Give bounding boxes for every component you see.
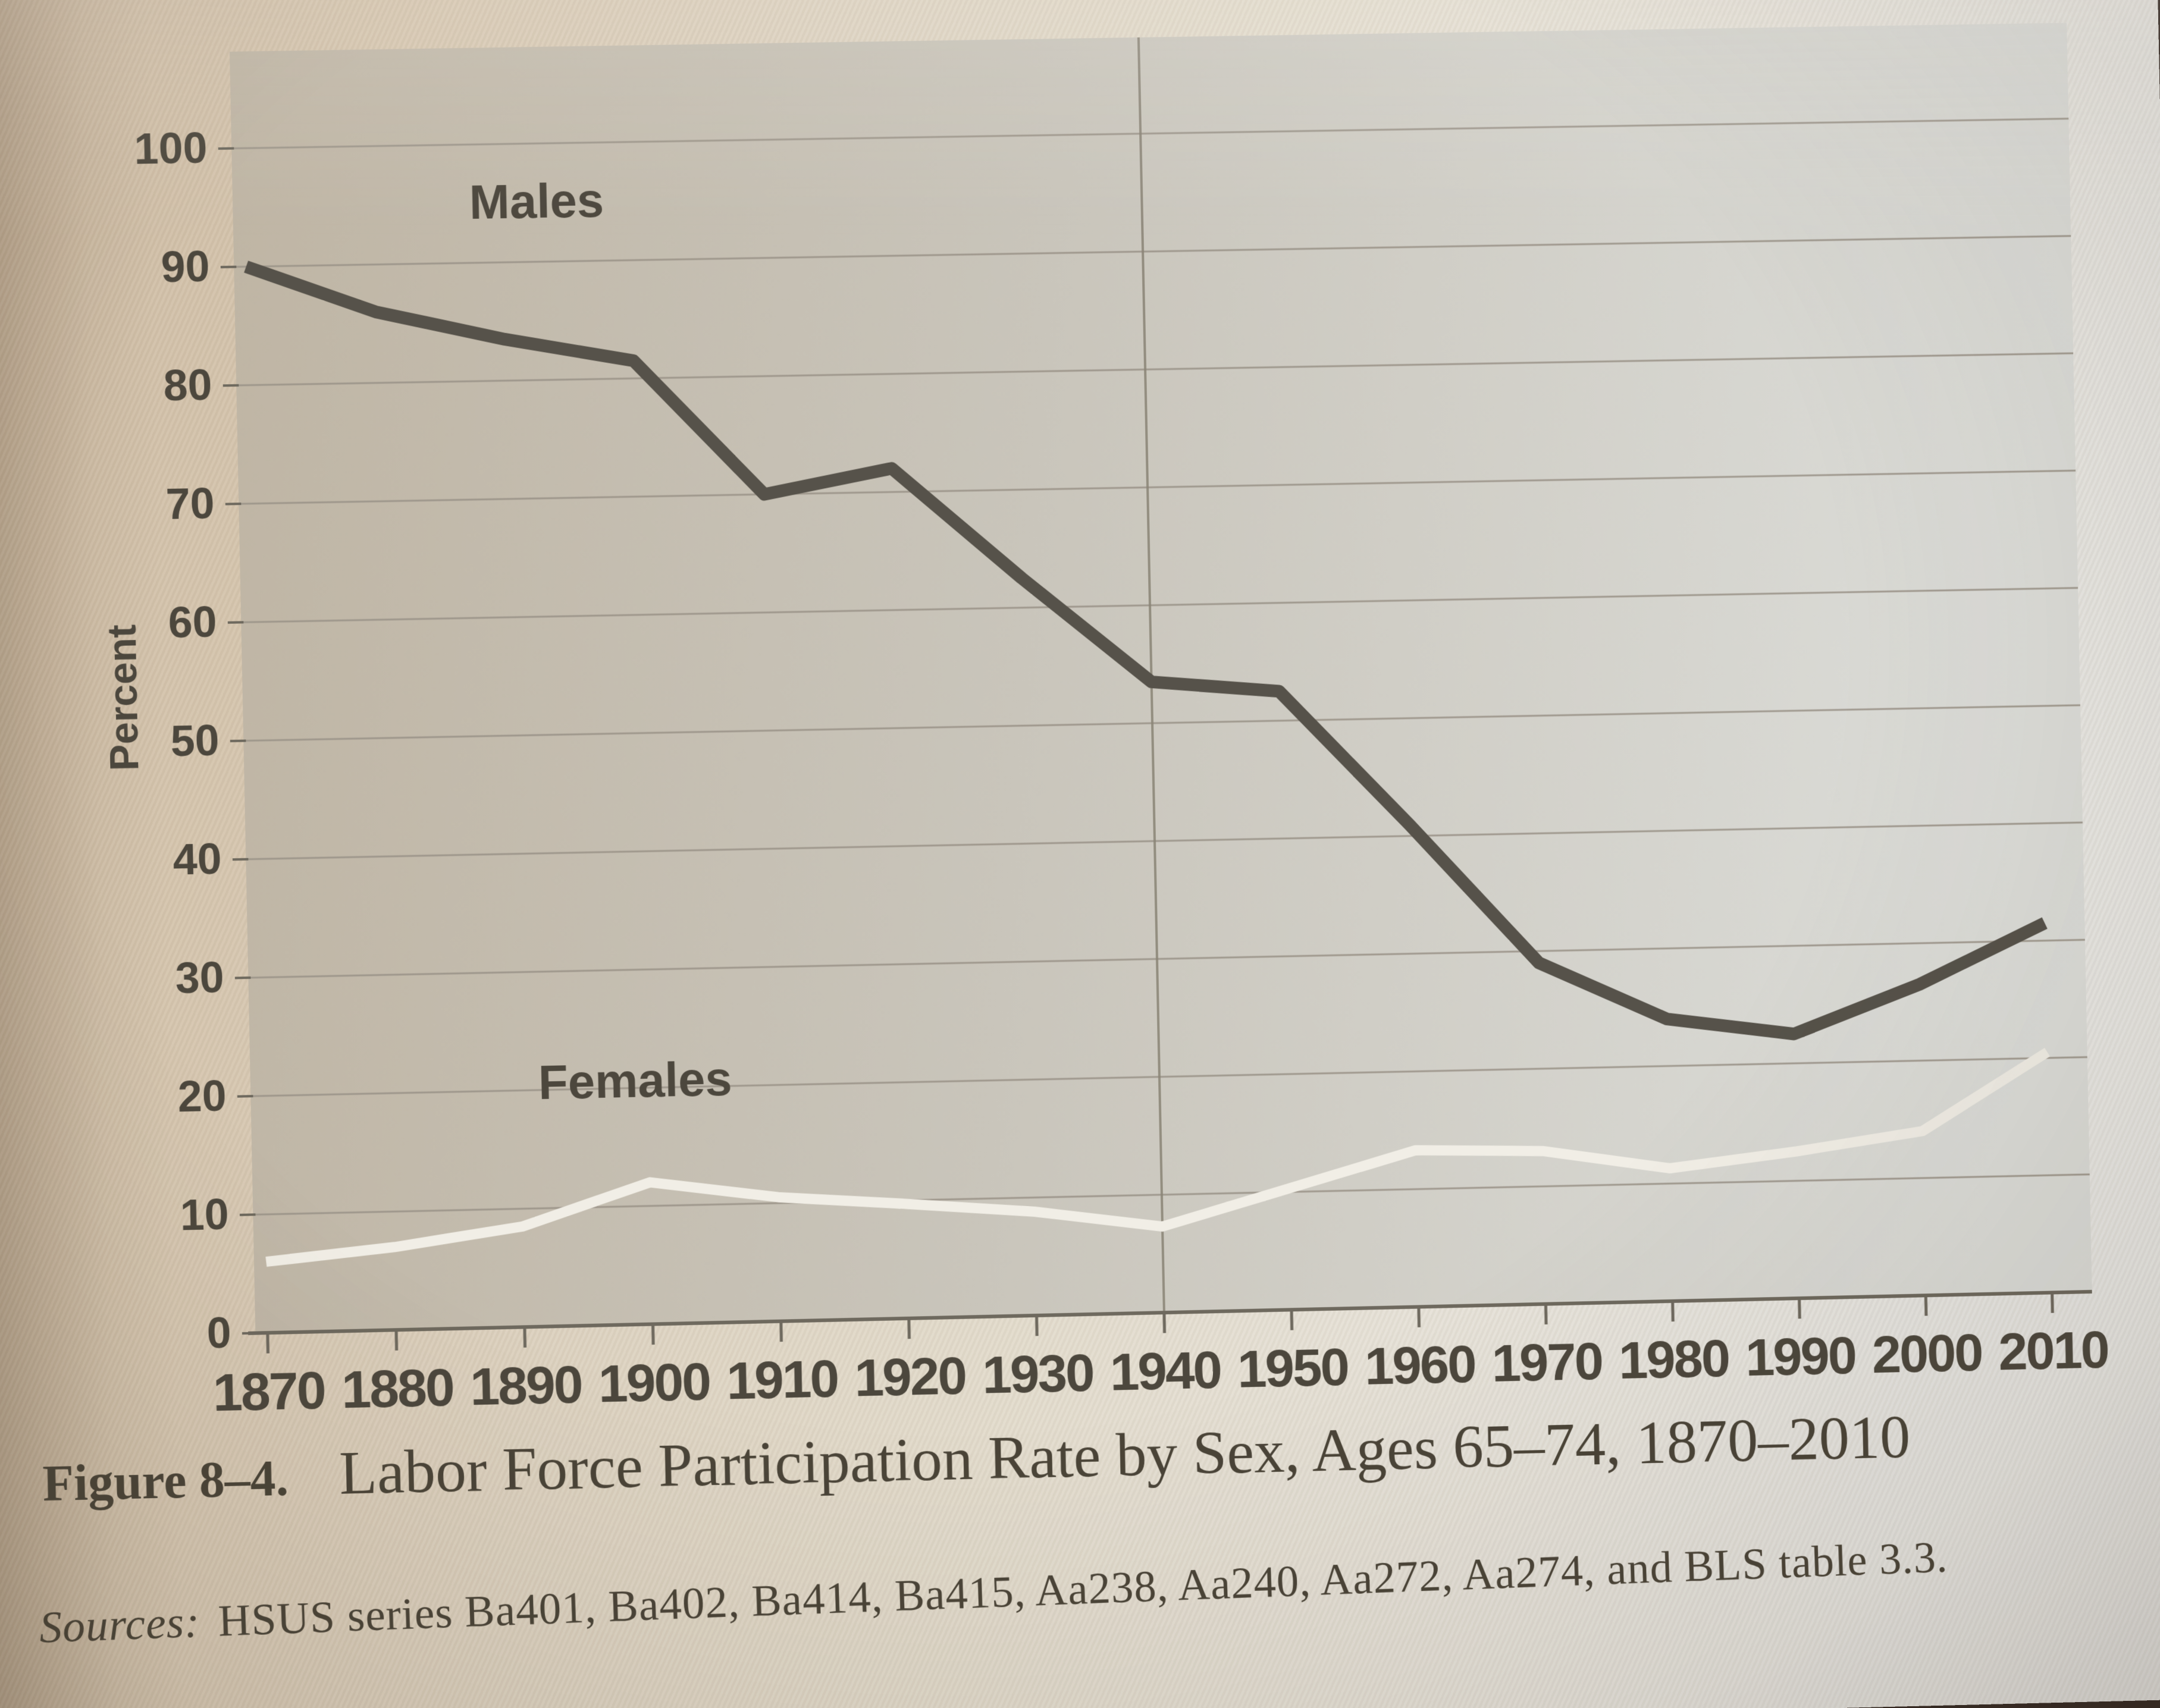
y-tick-label-100: 100 — [133, 124, 208, 174]
y-tick-label-90: 90 — [160, 242, 211, 292]
y-tick-50 — [230, 741, 246, 742]
x-tick-2010 — [2052, 1292, 2053, 1313]
y-tick-10 — [240, 1214, 256, 1215]
x-tick-1920 — [909, 1318, 910, 1339]
y-tick-40 — [233, 859, 249, 860]
y-tick-label-0: 0 — [206, 1308, 232, 1358]
y-tick-label-30: 30 — [174, 953, 225, 1003]
x-tick-1880 — [396, 1330, 397, 1351]
x-tick-1950 — [1291, 1310, 1292, 1330]
x-tick-label-2010: 2010 — [1998, 1319, 2109, 1382]
sources-label: Sources: — [38, 1597, 201, 1653]
series-label-males: Males — [468, 173, 604, 230]
series-label-females: Females — [538, 1051, 733, 1110]
y-tick-label-40: 40 — [172, 834, 222, 884]
y-tick-label-60: 60 — [167, 598, 218, 648]
y-tick-label-50: 50 — [170, 716, 220, 766]
y-tick-label-20: 20 — [177, 1072, 227, 1122]
x-tick-1970 — [1545, 1304, 1546, 1324]
y-tick-20 — [237, 1096, 253, 1097]
x-tick-1910 — [781, 1321, 782, 1342]
y-tick-label-10: 10 — [179, 1190, 230, 1240]
figure-number: Figure 8–4. — [42, 1450, 289, 1512]
y-tick-label-70: 70 — [165, 479, 215, 529]
x-tick-1940 — [1164, 1313, 1165, 1333]
y-tick-label-80: 80 — [162, 361, 213, 410]
